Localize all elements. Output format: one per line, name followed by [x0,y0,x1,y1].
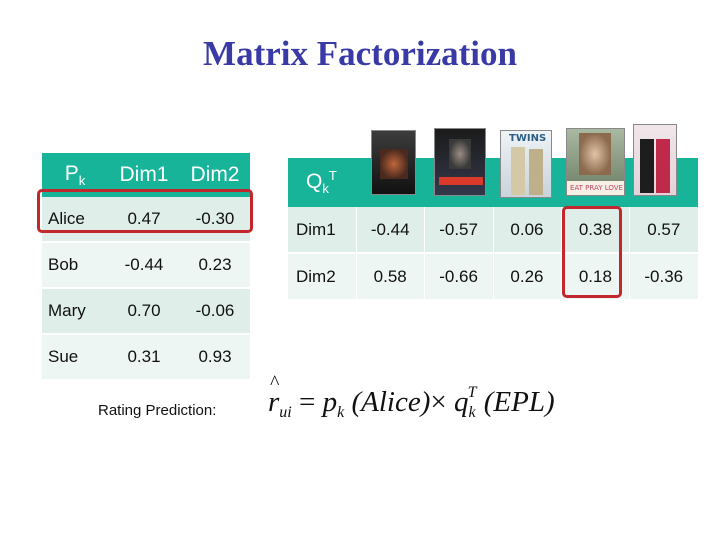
row-name: Sue [48,347,79,366]
movie-poster-terminator [371,130,416,195]
row-name: Alice [48,209,85,228]
epl-highlight-box [562,206,622,298]
movie-poster-eat-pray-love: EAT PRAY LOVE [566,128,625,196]
poster-title: TWINS [509,133,547,144]
qk-label: QkT [306,168,337,197]
cell-value: -0.66 [439,266,478,286]
cell-value: -0.36 [644,266,684,286]
row-name: Bob [48,255,79,274]
formula-q-sub: k [468,404,476,421]
formula-r: r [268,372,280,419]
cell-value: 0.57 [647,219,681,239]
row-dim1: -0.44 [124,255,164,274]
prediction-formula: rui = pk (Alice)× qkT (EPL) [268,372,555,422]
formula-q-arg: (EPL) [483,386,555,418]
formula-p-arg: (Alice) [351,386,431,418]
row-name: Dim2 [296,266,336,286]
dim2-header: Dim2 [190,163,240,186]
rating-prediction-label: Rating Prediction: [98,402,217,419]
slide-title: Matrix Factorization [203,34,517,73]
alice-highlight-box [37,189,253,233]
cell-value: 0.38 [578,219,612,239]
row-dim2: 0.93 [198,347,232,366]
table-row-sue: Sue 0.31 0.93 [42,335,250,379]
user-factor-table: Pk Dim1 Dim2 Alice 0.47 -0.30 Bob -0.44 … [42,153,250,379]
movie-poster-pretty-woman [633,124,677,196]
cell-value: 0.58 [373,266,407,286]
movie-poster-twins: TWINS [500,130,552,198]
table-row-mary: Mary 0.70 -0.06 [42,289,250,333]
table-row-alice: Alice 0.47 -0.30 [42,197,250,241]
row-name: Dim1 [296,219,336,239]
cell-value: 0.18 [578,266,612,286]
formula-times: × [430,386,447,418]
formula-q-sup: T [467,384,477,401]
row-name: Mary [48,301,86,320]
pk-label: Pk [64,161,86,189]
formula-p: p [322,386,338,418]
formula-q: q [453,386,469,418]
cell-value: -0.44 [370,219,410,239]
row-dim2: -0.06 [195,301,235,320]
movie-poster-die-hard [434,128,486,196]
row-dim2: -0.30 [195,209,235,228]
row-dim1: 0.31 [127,347,161,366]
formula-equals: = [299,386,316,418]
cell-value: -0.57 [439,219,478,239]
table-row-bob: Bob -0.44 0.23 [42,243,250,287]
formula-r-sub: ui [279,404,292,421]
row-dim1: 0.47 [127,209,161,228]
item-factor-header: QkT [288,158,698,207]
formula-p-sub: k [337,404,345,421]
cell-value: 0.06 [510,219,544,239]
poster-title: EAT PRAY LOVE [567,181,624,195]
row-dim1: 0.70 [127,301,161,320]
row-dim2: 0.23 [198,255,232,274]
cell-value: 0.26 [510,266,544,286]
dim1-header: Dim1 [119,163,169,186]
